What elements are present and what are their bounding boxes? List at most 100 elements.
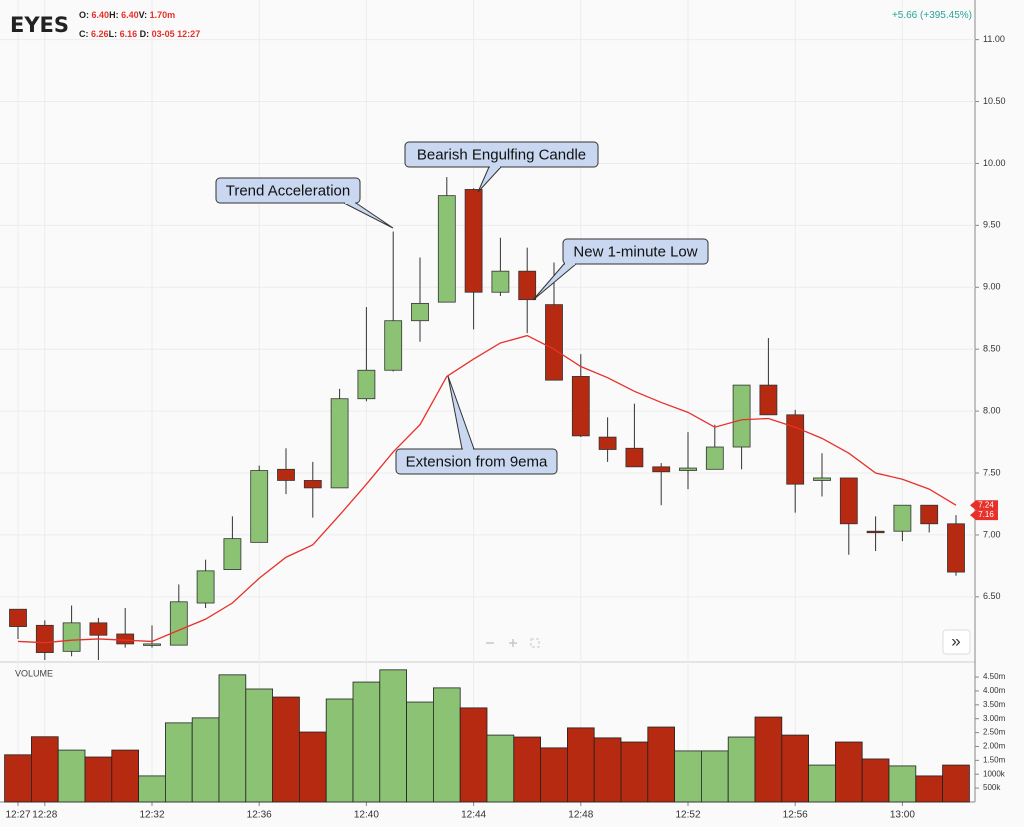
volume-bar	[272, 696, 300, 803]
candle-body	[491, 270, 510, 293]
candle-body	[250, 470, 269, 543]
candle-body	[411, 302, 429, 322]
volume-bar	[861, 758, 890, 803]
candle-body	[813, 477, 831, 481]
label: H:	[109, 10, 119, 20]
annotation: New 1-minute Low	[573, 243, 697, 260]
y-tick-label: 1.50m	[983, 755, 1006, 764]
scroll-button-label[interactable]: »	[951, 631, 960, 650]
x-tick-label: 12:40	[354, 810, 379, 821]
volume-bar	[835, 741, 863, 803]
volume-bar	[325, 698, 354, 803]
symbol: EYES	[10, 13, 70, 37]
x-tick-label: 12:44	[461, 810, 486, 821]
volume-bar	[245, 688, 274, 803]
volume-bar	[4, 754, 32, 803]
reset-icon	[530, 638, 540, 648]
candle-body	[732, 384, 751, 448]
candle-body	[89, 622, 108, 636]
candle-body	[839, 477, 858, 525]
value: 6.40	[121, 10, 139, 20]
candle-body	[62, 622, 81, 652]
volume-bar	[432, 687, 461, 803]
y-tick-label: 11.00	[983, 34, 1005, 44]
candle-body	[679, 467, 697, 471]
change: +5.66 (+395.45%)	[891, 10, 972, 21]
x-tick-label: 12:56	[783, 810, 808, 821]
callout-box	[395, 448, 558, 475]
candle-body	[866, 530, 885, 534]
price-marker	[970, 500, 998, 511]
candle-body	[518, 270, 537, 301]
volume-bar	[138, 775, 166, 803]
candle-body	[384, 320, 403, 371]
candle-body	[303, 480, 322, 489]
candle-body	[705, 446, 724, 470]
volume-bar	[486, 734, 515, 803]
candle-body	[464, 189, 483, 293]
value: 03-05 12:27	[151, 29, 201, 39]
y-tick-label: 2.50m	[983, 728, 1006, 737]
volume-bar	[593, 737, 622, 803]
candle-body	[920, 504, 939, 525]
x-tick-label: 12:48	[568, 810, 593, 821]
callout-box	[562, 238, 709, 265]
y-tick-label: 10.00	[983, 158, 1006, 168]
candle-body	[625, 447, 644, 468]
candle-body	[9, 608, 27, 627]
value: 6.26	[91, 29, 109, 39]
y-tick-label: 1000k	[983, 769, 1006, 778]
volume-bar	[513, 736, 541, 803]
volume-bar	[406, 701, 434, 803]
annotation: Bearish Engulfing Candle	[417, 146, 586, 163]
plot-bg	[0, 0, 975, 802]
volume-bar	[164, 722, 193, 803]
y-tick-label: 3.00m	[983, 714, 1006, 723]
volume-bar	[57, 749, 86, 803]
volume-bar	[915, 775, 943, 803]
volume-bar	[459, 707, 488, 803]
volume-bar	[111, 749, 140, 803]
volume-bar	[727, 736, 756, 803]
volume-bar	[298, 731, 327, 803]
value: 1.70m	[149, 10, 176, 20]
ema-line	[17, 334, 957, 644]
y-tick-label: 4.50m	[983, 672, 1006, 681]
candle-body	[330, 398, 349, 489]
volume-bar	[540, 747, 568, 803]
candle-body	[169, 601, 188, 646]
y-tick-label: 2.00m	[983, 742, 1006, 751]
candle-body	[893, 504, 912, 532]
candle-body	[786, 414, 805, 485]
scroll-button[interactable]	[942, 629, 971, 655]
volume-bar	[567, 727, 595, 803]
x-tick-label: 12:27	[5, 810, 30, 821]
volume-bar	[30, 736, 59, 803]
y-tick-label: 500k	[983, 783, 1001, 792]
price-marker-label: 7.24	[978, 500, 994, 509]
value: 6.40	[91, 10, 110, 20]
label: L:	[108, 29, 118, 39]
volume-bar	[781, 734, 809, 803]
candle-body	[759, 384, 778, 416]
volume-bar	[352, 681, 381, 803]
volume-bar	[888, 765, 917, 803]
candle-body	[357, 369, 376, 400]
volume-bar	[701, 750, 729, 803]
label: O:	[79, 10, 90, 20]
volume-bar	[754, 716, 783, 803]
volume-bar	[647, 726, 675, 803]
volume-title: VOLUME	[15, 668, 53, 678]
candle-body	[196, 570, 215, 604]
y-tick-label: 8.50	[983, 344, 1001, 354]
x-tick-label: 12:28	[32, 810, 57, 821]
volume-bar	[808, 764, 836, 803]
candle-body	[437, 195, 456, 303]
callout-box	[404, 141, 599, 168]
y-tick-label: 3.50m	[983, 700, 1006, 709]
price-marker-label: 7.16	[978, 510, 994, 519]
x-tick-label: 13:00	[890, 810, 915, 821]
value: 6.16	[119, 29, 138, 39]
volume-bar	[218, 674, 247, 803]
